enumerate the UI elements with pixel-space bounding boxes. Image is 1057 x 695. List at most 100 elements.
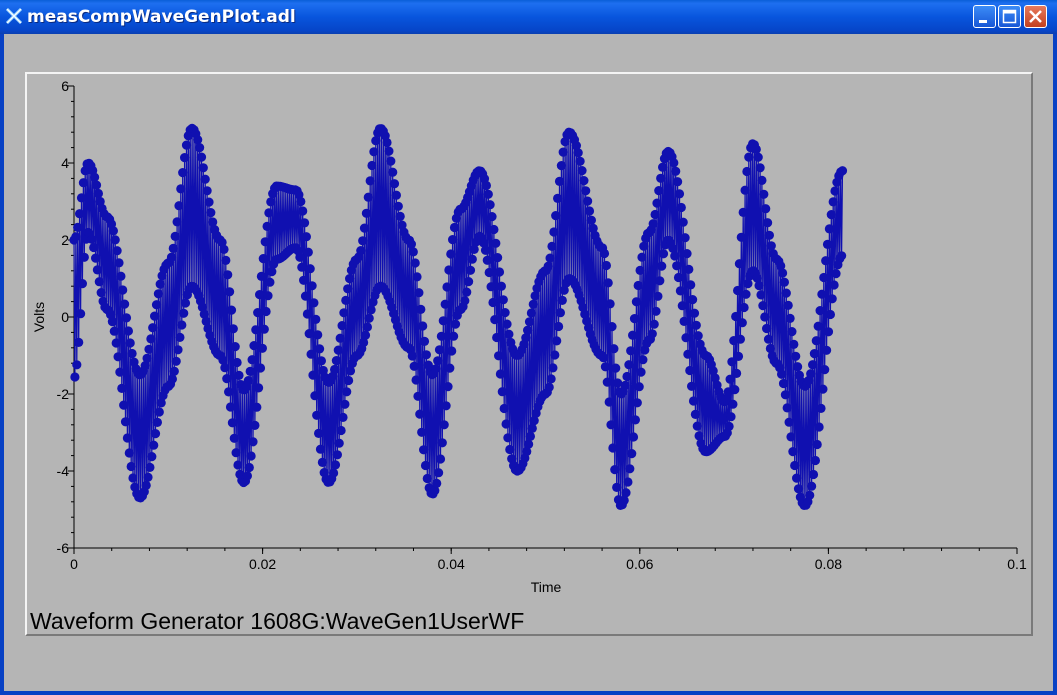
data-point <box>586 215 597 225</box>
data-point <box>90 172 100 182</box>
data-point <box>808 360 818 370</box>
data-point <box>504 329 514 339</box>
data-point <box>128 473 138 483</box>
data-point <box>479 238 489 248</box>
data-point <box>808 469 819 480</box>
data-point <box>830 186 840 196</box>
data-point <box>369 147 379 157</box>
data-point <box>153 289 163 299</box>
data-point <box>805 490 815 500</box>
data-point <box>335 333 345 343</box>
close-button[interactable] <box>1024 5 1047 28</box>
data-point <box>419 445 429 455</box>
data-point <box>636 367 646 377</box>
data-point <box>621 488 631 498</box>
data-point <box>552 336 562 346</box>
data-point <box>430 486 440 496</box>
data-point <box>782 403 792 413</box>
data-point <box>650 209 660 220</box>
data-point <box>788 447 798 457</box>
data-point <box>811 336 821 346</box>
data-point <box>217 237 227 247</box>
data-point <box>340 399 350 409</box>
data-point <box>736 232 746 242</box>
data-point <box>180 153 190 163</box>
data-point <box>822 345 832 355</box>
data-point <box>77 279 87 289</box>
data-point <box>412 272 422 282</box>
data-point <box>481 180 491 191</box>
chart-marks <box>69 123 848 510</box>
data-point <box>76 309 86 319</box>
data-point <box>434 345 445 355</box>
data-point <box>492 332 502 343</box>
data-point <box>444 265 454 275</box>
data-point <box>356 246 366 256</box>
data-point <box>530 291 540 301</box>
data-point <box>406 239 416 249</box>
data-point <box>418 321 428 331</box>
data-point <box>449 331 459 341</box>
data-point <box>264 208 274 218</box>
data-point <box>822 239 833 249</box>
data-point <box>331 356 341 366</box>
data-point <box>95 196 105 207</box>
data-point <box>826 210 836 220</box>
data-point <box>395 211 405 221</box>
data-point <box>789 339 799 349</box>
data-point <box>448 235 458 245</box>
data-point <box>549 227 559 237</box>
data-point <box>106 310 116 320</box>
data-point <box>416 304 426 314</box>
data-point <box>785 313 795 323</box>
data-point <box>124 448 134 458</box>
data-point <box>630 415 641 425</box>
data-point <box>70 372 80 382</box>
data-point <box>778 268 788 278</box>
data-point <box>333 345 343 355</box>
data-point <box>613 378 623 388</box>
data-point <box>732 368 742 378</box>
title-bar[interactable]: measCompWaveGenPlot.adl <box>0 0 1057 34</box>
data-point <box>752 273 762 283</box>
data-point <box>265 277 275 287</box>
data-point <box>176 184 186 194</box>
data-point <box>829 280 839 290</box>
data-point <box>688 295 698 305</box>
data-point <box>791 351 801 361</box>
data-point <box>149 440 159 450</box>
data-point <box>301 232 311 242</box>
data-point <box>739 302 749 313</box>
data-point <box>174 201 184 211</box>
data-point <box>573 148 583 158</box>
data-point <box>414 288 424 298</box>
data-point <box>166 252 177 262</box>
data-point <box>330 460 341 470</box>
x-tick-label: 0.06 <box>626 556 653 572</box>
data-point <box>222 374 232 384</box>
maximize-button[interactable] <box>998 5 1021 28</box>
data-point <box>673 177 683 187</box>
data-point <box>361 208 371 218</box>
data-point <box>733 351 744 361</box>
data-point <box>388 167 398 177</box>
data-point <box>612 482 622 492</box>
data-point <box>146 334 156 344</box>
data-point <box>298 206 308 216</box>
window-title: measCompWaveGenPlot.adl <box>27 7 296 27</box>
data-point <box>559 285 569 295</box>
data-point <box>581 186 591 196</box>
data-point <box>366 305 376 315</box>
data-point <box>442 282 452 292</box>
data-point <box>683 349 693 359</box>
data-point <box>815 306 825 316</box>
data-point <box>754 281 764 291</box>
minimize-button[interactable] <box>973 5 996 28</box>
data-point <box>313 330 323 340</box>
data-point <box>757 175 767 185</box>
data-point <box>116 271 126 281</box>
data-point <box>251 325 261 335</box>
data-point <box>730 385 740 395</box>
data-point <box>546 374 556 384</box>
data-point <box>737 318 747 328</box>
